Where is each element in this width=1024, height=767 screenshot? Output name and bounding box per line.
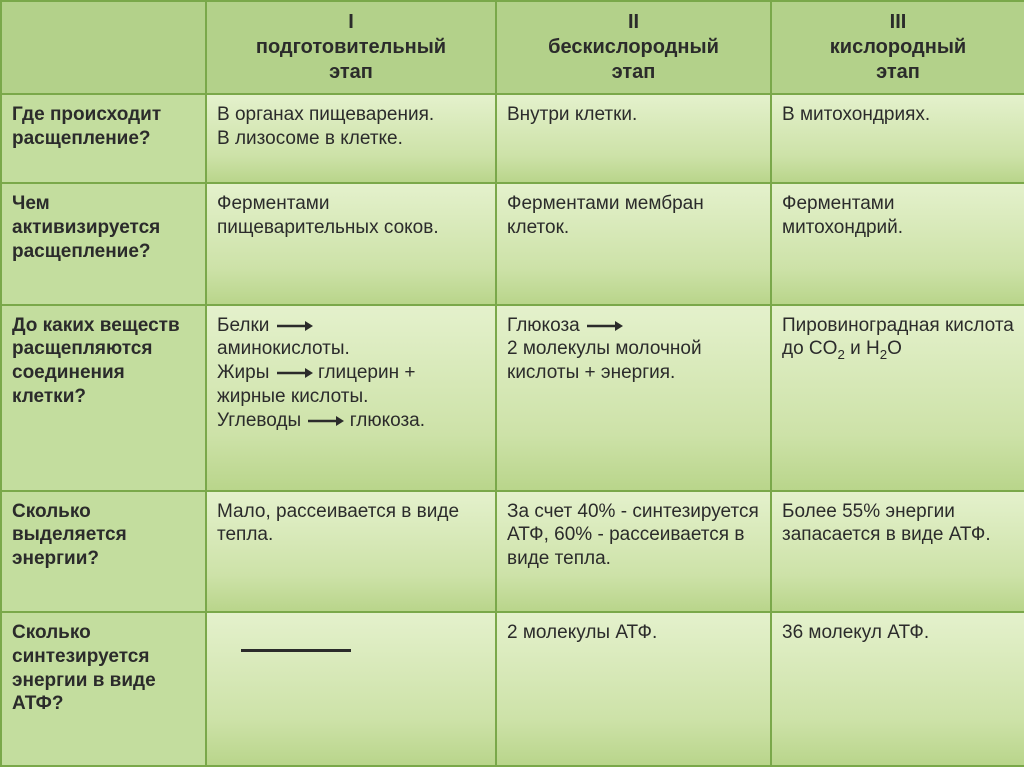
cell-text: В митохондриях. <box>782 104 930 125</box>
row-question: Чем активизируется расщепление? <box>1 183 206 304</box>
arrow-icon <box>585 320 623 332</box>
h1-l2: подготовительный <box>256 36 446 58</box>
h1-l3: этап <box>329 61 373 83</box>
cell: 36 молекул АТФ. <box>771 612 1024 766</box>
term: Жиры <box>217 362 269 383</box>
cell: Глюкоза 2 молекулы молочной кислоты + эн… <box>496 305 771 491</box>
term: Пировиноградная кислота <box>782 315 1014 336</box>
h3-l2: кислородный <box>830 36 966 58</box>
stages-table: I подготовительный этап II бескислородны… <box>0 0 1024 767</box>
term: 2 молекулы молочной кислоты + энергия. <box>507 338 702 383</box>
cell: Пировиноградная кислота до CO2 и H2O <box>771 305 1024 491</box>
header-stage-3: III кислородный этап <box>771 1 1024 94</box>
term: до CO <box>782 338 837 359</box>
term: и H <box>845 338 880 359</box>
cell: Более 55% энергии запасается в виде АТФ. <box>771 491 1024 612</box>
row-question: Сколько выделяется энергии? <box>1 491 206 612</box>
cell: Ферментами митохондрий. <box>771 183 1024 304</box>
h3-l3: этап <box>876 61 920 83</box>
header-empty <box>1 1 206 94</box>
table-row: Сколько выделяется энергии? Мало, рассеи… <box>1 491 1024 612</box>
cell-text: Более 55% энергии запасается в виде АТФ. <box>782 501 991 546</box>
cell: В органах пищеварения.В лизосоме в клетк… <box>206 94 496 183</box>
cell-text: Ферментами митохондрий. <box>782 193 903 238</box>
sub: 2 <box>837 347 844 362</box>
cell-text: 2 молекулы АТФ. <box>507 622 657 643</box>
dash-icon <box>241 649 351 652</box>
cell-text: Ферментами мембран клеток. <box>507 193 704 238</box>
header-stage-1: I подготовительный этап <box>206 1 496 94</box>
term: Глюкоза <box>507 315 580 336</box>
arrow-icon <box>306 415 344 427</box>
row-question: Где происходит расщепление? <box>1 94 206 183</box>
row-question: До каких веществ расщепляются соединения… <box>1 305 206 491</box>
table-row: Чем активизируется расщепление? Фермента… <box>1 183 1024 304</box>
cell: Внутри клетки. <box>496 94 771 183</box>
term: глюкоза. <box>350 410 425 431</box>
cell-text: За счет 40% - синтезируется АТФ, 60% - р… <box>507 501 759 570</box>
arrow-icon <box>275 367 313 379</box>
cell: 2 молекулы АТФ. <box>496 612 771 766</box>
cell: За счет 40% - синтезируется АТФ, 60% - р… <box>496 491 771 612</box>
h3-l1: III <box>890 11 907 33</box>
term: Белки <box>217 315 269 336</box>
h2-l3: этап <box>612 61 656 83</box>
term: O <box>887 338 902 359</box>
header-row: I подготовительный этап II бескислородны… <box>1 1 1024 94</box>
table-row: Сколько синтезируется энергии в виде АТФ… <box>1 612 1024 766</box>
h2-l2: бескислородный <box>548 36 719 58</box>
cell-text: В органах пищеварения.В лизосоме в клетк… <box>217 104 434 149</box>
table-row: Где происходит расщепление? В органах пи… <box>1 94 1024 183</box>
cell: Белки аминокислоты. Жиры глицерин + жирн… <box>206 305 496 491</box>
cell: Мало, рассеивается в виде тепла. <box>206 491 496 612</box>
cell-text: Мало, рассеивается в виде тепла. <box>217 501 459 546</box>
cell <box>206 612 496 766</box>
cell: В митохондриях. <box>771 94 1024 183</box>
h2-l1: II <box>628 11 639 33</box>
table-row: До каких веществ расщепляются соединения… <box>1 305 1024 491</box>
h1-l1: I <box>348 11 354 33</box>
term: аминокислоты. <box>217 338 350 359</box>
cell: Ферментами мембран клеток. <box>496 183 771 304</box>
arrow-icon <box>275 320 313 332</box>
cell: Ферментами пищеварительных соков. <box>206 183 496 304</box>
cell-text: 36 молекул АТФ. <box>782 622 929 643</box>
header-stage-2: II бескислородный этап <box>496 1 771 94</box>
row-question: Сколько синтезируется энергии в виде АТФ… <box>1 612 206 766</box>
term: Углеводы <box>217 410 301 431</box>
cell-text: Внутри клетки. <box>507 104 637 125</box>
cell-text: Ферментами пищеварительных соков. <box>217 193 439 238</box>
